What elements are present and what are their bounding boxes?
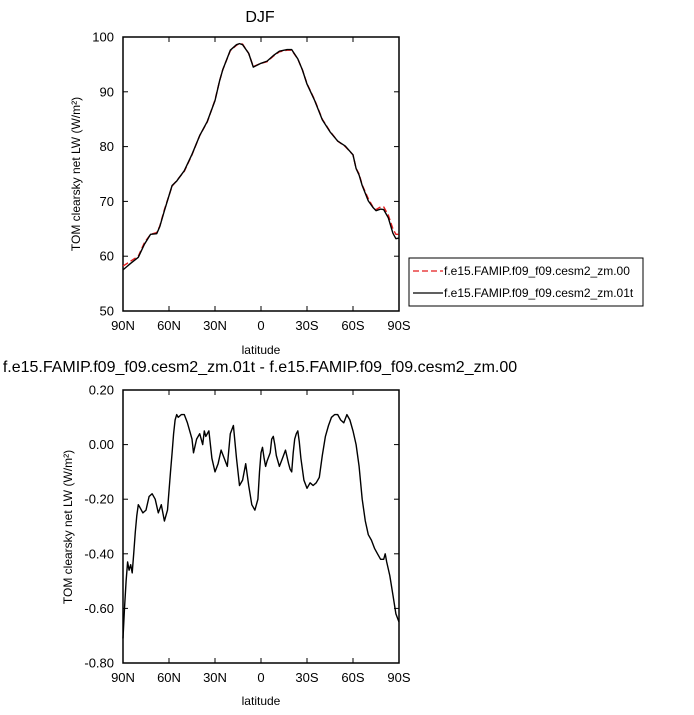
top-axis-ticks: 90N 60N 30N 0 30S 60S 90S 50 60 70 80 90 100 [92, 30, 411, 334]
top-series-lines [122, 42, 400, 271]
bottom-y-tick-label: 0.00 [89, 437, 114, 452]
legend-box [408, 257, 644, 307]
top-plot-frame [122, 36, 400, 312]
top-y-tick-label: 100 [92, 30, 114, 45]
bottom-x-tick-label: 90S [387, 670, 410, 685]
bottom-x-tick-label: 0 [257, 670, 264, 685]
top-x-tick-label: 60N [157, 318, 181, 333]
bottom-y-axis-label: TOM clearsky net LW (W/m²) [61, 450, 75, 604]
bottom-y-tick-label: -0.60 [84, 601, 114, 616]
legend-label-series-00: f.e15.FAMIP.f09_f09.cesm2_zm.00 [444, 264, 630, 278]
legend-label-series-01t: f.e15.FAMIP.f09_f09.cesm2_zm.01t [444, 286, 634, 300]
top-series-line-0 [122, 42, 399, 267]
top-x-tick-label: 0 [257, 318, 264, 333]
top-y-tick-label: 50 [100, 304, 114, 319]
top-x-tick-label: 30S [295, 318, 318, 333]
bottom-axis-ticks: 90N 60N 30N 0 30S 60S 90S -0.80 -0.60 -0.40 -0.20 0… [84, 383, 411, 686]
bottom-y-tick-label: -0.20 [84, 492, 114, 507]
top-y-tick-label: 60 [100, 249, 114, 264]
bottom-series-lines [122, 413, 400, 639]
bottom-x-tick-label: 60S [341, 670, 364, 685]
top-panel-title: DJF [245, 9, 275, 26]
bottom-x-tick-label: 30S [295, 670, 318, 685]
bottom-panel: f.e15.FAMIP.f09_f09.cesm2_zm.01t - f.e15… [3, 359, 517, 708]
top-y-axis-label: TOM clearsky net LW (W/m²) [69, 97, 83, 251]
bottom-x-tick-label: 30N [203, 670, 227, 685]
top-x-tick-label: 90N [111, 318, 135, 333]
top-x-tick-label: 90S [387, 318, 410, 333]
legend: f.e15.FAMIP.f09_f09.cesm2_zm.00 f.e15.FA… [408, 257, 644, 307]
top-x-axis-label: latitude [242, 343, 281, 357]
bottom-x-tick-label: 60N [157, 670, 181, 685]
bottom-x-tick-label: 90N [111, 670, 135, 685]
bottom-panel-title: f.e15.FAMIP.f09_f09.cesm2_zm.01t - f.e15… [3, 359, 517, 376]
top-panel: DJF 90N 60N 30N 0 30S 60S 90S 50 60 70 80 90 100 lat… [69, 9, 644, 357]
top-x-tick-label: 60S [341, 318, 364, 333]
top-y-tick-label: 90 [100, 84, 114, 99]
bottom-x-axis-label: latitude [242, 694, 281, 708]
top-y-tick-label: 70 [100, 194, 114, 209]
top-x-tick-label: 30N [203, 318, 227, 333]
top-series-line-1 [122, 42, 400, 271]
bottom-y-tick-label: -0.40 [84, 546, 114, 561]
bottom-y-tick-label: 0.20 [89, 383, 114, 398]
top-y-tick-label: 80 [100, 139, 114, 154]
bottom-plot-frame [122, 389, 400, 664]
bottom-y-tick-label: -0.80 [84, 656, 114, 671]
bottom-series-line-0 [122, 413, 400, 639]
